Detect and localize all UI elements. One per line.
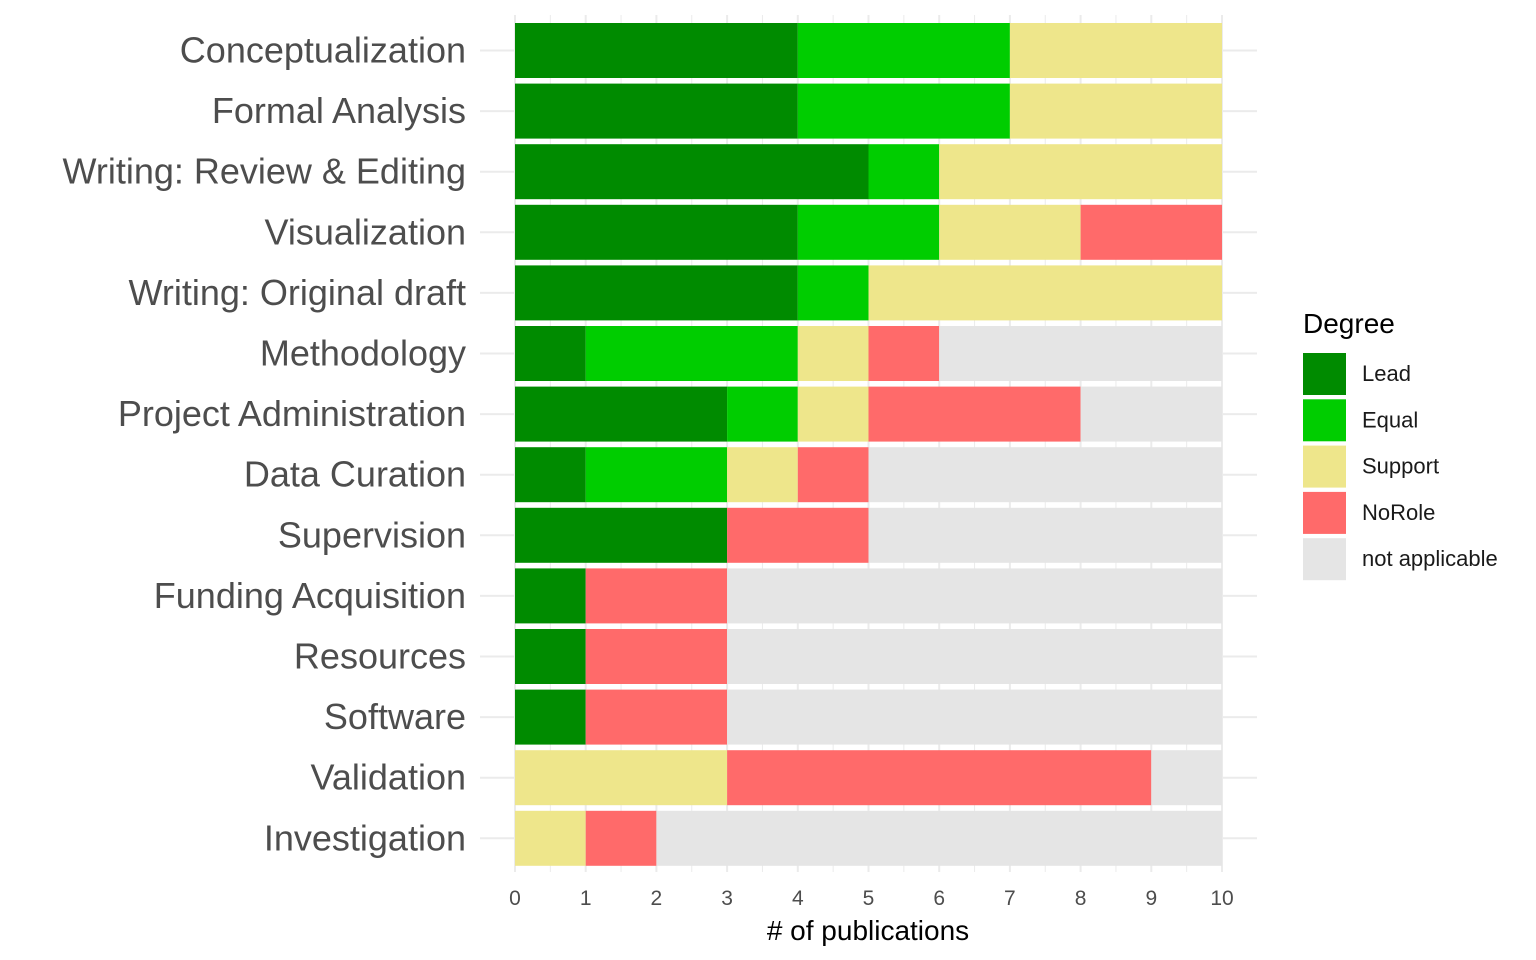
bar-segment-norole xyxy=(868,326,940,381)
bar-segment-equal xyxy=(585,447,728,503)
x-axis-title: # of publications xyxy=(767,915,969,946)
bar-segment-norole xyxy=(585,810,657,866)
category-label: Visualization xyxy=(265,211,466,252)
bar-segment-lead xyxy=(515,447,586,503)
category-label: Supervision xyxy=(278,514,466,555)
category-label: Software xyxy=(324,696,466,737)
x-tick-label: 5 xyxy=(863,887,875,910)
bar-segment-support xyxy=(515,750,728,806)
bar-segment-support xyxy=(515,810,586,866)
legend-label: Support xyxy=(1362,454,1439,479)
legend-swatch xyxy=(1303,538,1346,581)
bar-segment-lead xyxy=(515,507,728,563)
category-label: Resources xyxy=(294,636,466,677)
bar-segment-equal xyxy=(797,204,940,260)
x-tick-label: 2 xyxy=(651,887,663,910)
category-label: Writing: Review & Editing xyxy=(63,151,467,192)
x-tick-label: 0 xyxy=(509,887,521,910)
bars xyxy=(515,23,1222,866)
bar-segment-not-applicable xyxy=(1151,750,1222,806)
bar-segment-not-applicable xyxy=(727,689,1222,745)
bar-segment-norole xyxy=(585,689,728,745)
bar-segment-norole xyxy=(585,568,728,624)
x-tick-label: 4 xyxy=(792,887,804,910)
bar-segment-not-applicable xyxy=(868,447,1222,503)
bar-segment-norole xyxy=(727,507,869,563)
category-label: Writing: Original draft xyxy=(129,272,466,313)
x-tick-label: 1 xyxy=(580,887,592,910)
bar-segment-support xyxy=(797,386,869,442)
bar-segment-support xyxy=(868,265,1222,321)
bar-segment-lead xyxy=(515,629,586,684)
x-tick-label: 8 xyxy=(1075,887,1087,910)
bar-segment-support xyxy=(1009,23,1222,78)
bar-segment-equal xyxy=(797,83,1010,139)
bar-segment-lead xyxy=(515,265,798,321)
x-tick-label: 7 xyxy=(1004,887,1016,910)
legend: Degree Lead Equal Support NoRole not applica… xyxy=(1303,308,1498,581)
bar-segment-equal xyxy=(797,23,1010,78)
legend-label: Equal xyxy=(1362,407,1418,432)
bar-segment-support xyxy=(1009,83,1222,139)
bar-segment-lead xyxy=(515,144,869,200)
bar-segment-support xyxy=(939,144,1222,200)
bar-segment-lead xyxy=(515,386,728,442)
bar-segment-lead xyxy=(515,568,586,624)
legend-swatch xyxy=(1303,491,1346,534)
bar-segment-norole xyxy=(868,386,1081,442)
category-label: Funding Acquisition xyxy=(154,575,466,616)
bar-segment-not-applicable xyxy=(939,326,1222,381)
bar-segment-not-applicable xyxy=(727,629,1222,684)
x-tick-label: 9 xyxy=(1145,887,1157,910)
bar-segment-norole xyxy=(1080,204,1222,260)
category-label: Validation xyxy=(311,757,466,798)
bar-segment-lead xyxy=(515,23,798,78)
bar-segment-norole xyxy=(727,750,1152,806)
bar-segment-not-applicable xyxy=(727,568,1222,624)
bar-segment-support xyxy=(939,204,1081,260)
bar-segment-equal xyxy=(868,144,940,200)
bar-segment-lead xyxy=(515,689,586,745)
bar-segment-support xyxy=(797,326,869,381)
legend-label: not applicable xyxy=(1362,546,1498,571)
category-labels: Conceptualization Formal Analysis Writing:… xyxy=(63,30,467,859)
category-label: Project Administration xyxy=(118,393,466,434)
bar-segment-not-applicable xyxy=(868,507,1222,563)
legend-label: NoRole xyxy=(1362,500,1435,525)
bar-segment-support xyxy=(727,447,798,503)
legend-label: Lead xyxy=(1362,361,1411,386)
bar-segment-not-applicable xyxy=(1080,386,1222,442)
legend-swatch xyxy=(1303,445,1346,488)
legend-items: Lead Equal Support NoRole not applicable xyxy=(1303,353,1498,581)
x-tick-label: 3 xyxy=(721,887,733,910)
category-label: Data Curation xyxy=(244,454,466,495)
x-tick-label: 6 xyxy=(933,887,945,910)
category-label: Investigation xyxy=(264,817,466,858)
category-label: Conceptualization xyxy=(180,30,466,71)
legend-swatch xyxy=(1303,353,1346,395)
x-axis-ticks: 0 1 2 3 4 5 6 7 8 9 10 xyxy=(509,887,1234,910)
x-tick-label: 10 xyxy=(1210,887,1233,910)
bar-segment-lead xyxy=(515,83,798,139)
bar-segment-equal xyxy=(585,326,798,381)
legend-swatch xyxy=(1303,399,1346,442)
bar-segment-lead xyxy=(515,204,798,260)
bar-segment-equal xyxy=(727,386,798,442)
bar-segment-norole xyxy=(585,629,728,684)
category-label: Formal Analysis xyxy=(212,90,466,131)
category-label: Methodology xyxy=(260,333,466,374)
bar-segment-equal xyxy=(797,265,869,321)
bar-segment-lead xyxy=(515,326,586,381)
legend-title: Degree xyxy=(1303,308,1395,339)
bar-segment-norole xyxy=(797,447,869,503)
bar-segment-not-applicable xyxy=(656,810,1222,866)
